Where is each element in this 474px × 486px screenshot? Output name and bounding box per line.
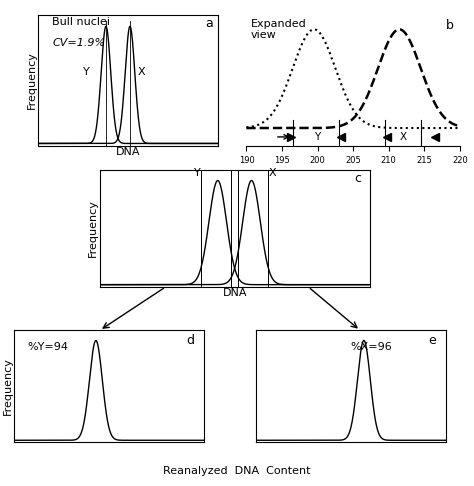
Y-axis label: Frequency: Frequency xyxy=(88,199,98,258)
Text: Bull nuclei: Bull nuclei xyxy=(52,17,110,27)
Text: e: e xyxy=(428,334,436,347)
Y-axis label: Frequency: Frequency xyxy=(3,357,13,416)
Text: X: X xyxy=(399,132,407,142)
Text: Reanalyzed  DNA  Content: Reanalyzed DNA Content xyxy=(163,466,311,476)
X-axis label: DNA: DNA xyxy=(222,288,247,298)
Text: d: d xyxy=(186,334,194,347)
Text: Expanded
view: Expanded view xyxy=(251,18,307,40)
Text: Y: Y xyxy=(194,169,201,178)
Text: Y: Y xyxy=(83,67,90,77)
Y-axis label: Frequency: Frequency xyxy=(27,51,36,109)
Text: %Y=94: %Y=94 xyxy=(27,342,68,352)
Text: X: X xyxy=(268,169,276,178)
Text: c: c xyxy=(355,173,362,186)
Text: Y: Y xyxy=(314,132,321,142)
X-axis label: DNA: DNA xyxy=(116,147,140,157)
Text: b: b xyxy=(446,18,453,32)
Text: %X=96: %X=96 xyxy=(351,342,392,352)
Text: a: a xyxy=(205,17,213,30)
Text: X: X xyxy=(138,67,146,77)
Text: CV=1.9%: CV=1.9% xyxy=(52,38,105,48)
